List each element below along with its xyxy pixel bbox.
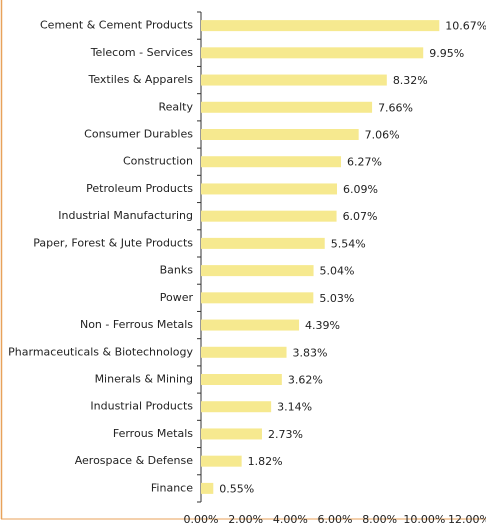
x-tick-label: 6.00% [318,513,353,526]
value-label: 5.03% [319,292,354,305]
bar [201,47,424,59]
value-label: 6.07% [343,210,378,223]
y-tick-label: Industrial Manufacturing [58,209,193,222]
bar [201,455,242,467]
x-tick-label: 12.00% [448,513,486,526]
value-label: 7.06% [365,129,400,142]
bar [201,401,272,413]
bar [201,482,214,494]
y-tick-label: Consumer Durables [84,128,193,141]
bar [201,374,282,385]
bar [201,101,373,113]
bar [201,156,342,168]
x-tick-label: 8.00% [362,513,397,526]
value-label: 6.09% [343,183,378,196]
value-label: 0.55% [219,482,254,495]
value-label: 7.66% [378,101,413,114]
value-label: 1.82% [248,455,283,468]
bar [201,292,314,304]
y-tick-label: Telecom - Services [90,46,194,59]
y-tick-label: Pharmaceuticals & Biotechnology [8,345,193,358]
bar [201,183,338,195]
y-tick-label: Cement & Cement Products [40,19,193,32]
value-label: 3.62% [288,374,323,387]
bar [201,346,287,358]
y-tick-label: Ferrous Metals [113,427,193,440]
y-tick-label: Aerospace & Defense [75,454,194,467]
y-tick-label: Non - Ferrous Metals [80,318,193,331]
bar [201,265,314,277]
value-label: 8.32% [393,74,428,87]
x-tick-label: 2.00% [228,513,263,526]
bar [201,237,325,249]
bar [201,210,337,222]
bar [201,20,440,32]
bar [201,129,359,140]
value-label: 6.27% [347,156,382,169]
x-tick-label: 10.00% [403,513,445,526]
y-tick-label: Petroleum Products [86,182,193,195]
y-tick-label: Industrial Products [90,400,193,413]
y-tick-label: Finance [151,481,193,494]
y-tick-label: Construction [123,155,193,168]
y-tick-label: Textiles & Apparels [88,73,194,86]
y-tick-label: Power [160,291,194,304]
value-label: 3.83% [293,346,328,359]
value-label: 2.73% [268,428,303,441]
value-label: 10.67% [445,20,486,33]
value-label: 5.54% [331,237,366,250]
x-tick-label: 4.00% [273,513,308,526]
bar [201,428,262,440]
value-label: 3.14% [277,401,312,414]
value-label: 5.04% [320,265,355,278]
x-tick-label: 0.00% [184,513,219,526]
y-tick-label: Banks [160,264,194,277]
y-tick-label: Realty [158,100,193,113]
value-label: 9.95% [429,47,464,60]
bar [201,319,300,331]
value-label: 4.39% [305,319,340,332]
y-tick-label: Paper, Forest & Jute Products [33,236,193,249]
bar [201,74,387,86]
y-tick-label: Minerals & Mining [95,373,193,386]
